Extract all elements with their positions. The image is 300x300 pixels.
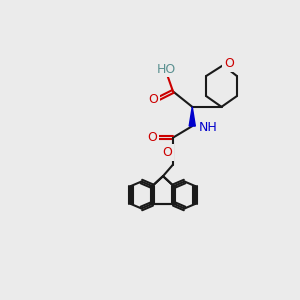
Text: O: O	[147, 131, 157, 144]
Text: HO: HO	[156, 63, 176, 76]
Text: O: O	[148, 93, 158, 106]
Text: NH: NH	[199, 121, 218, 134]
Text: O: O	[224, 57, 234, 70]
Text: O: O	[163, 146, 172, 159]
Polygon shape	[189, 107, 195, 126]
